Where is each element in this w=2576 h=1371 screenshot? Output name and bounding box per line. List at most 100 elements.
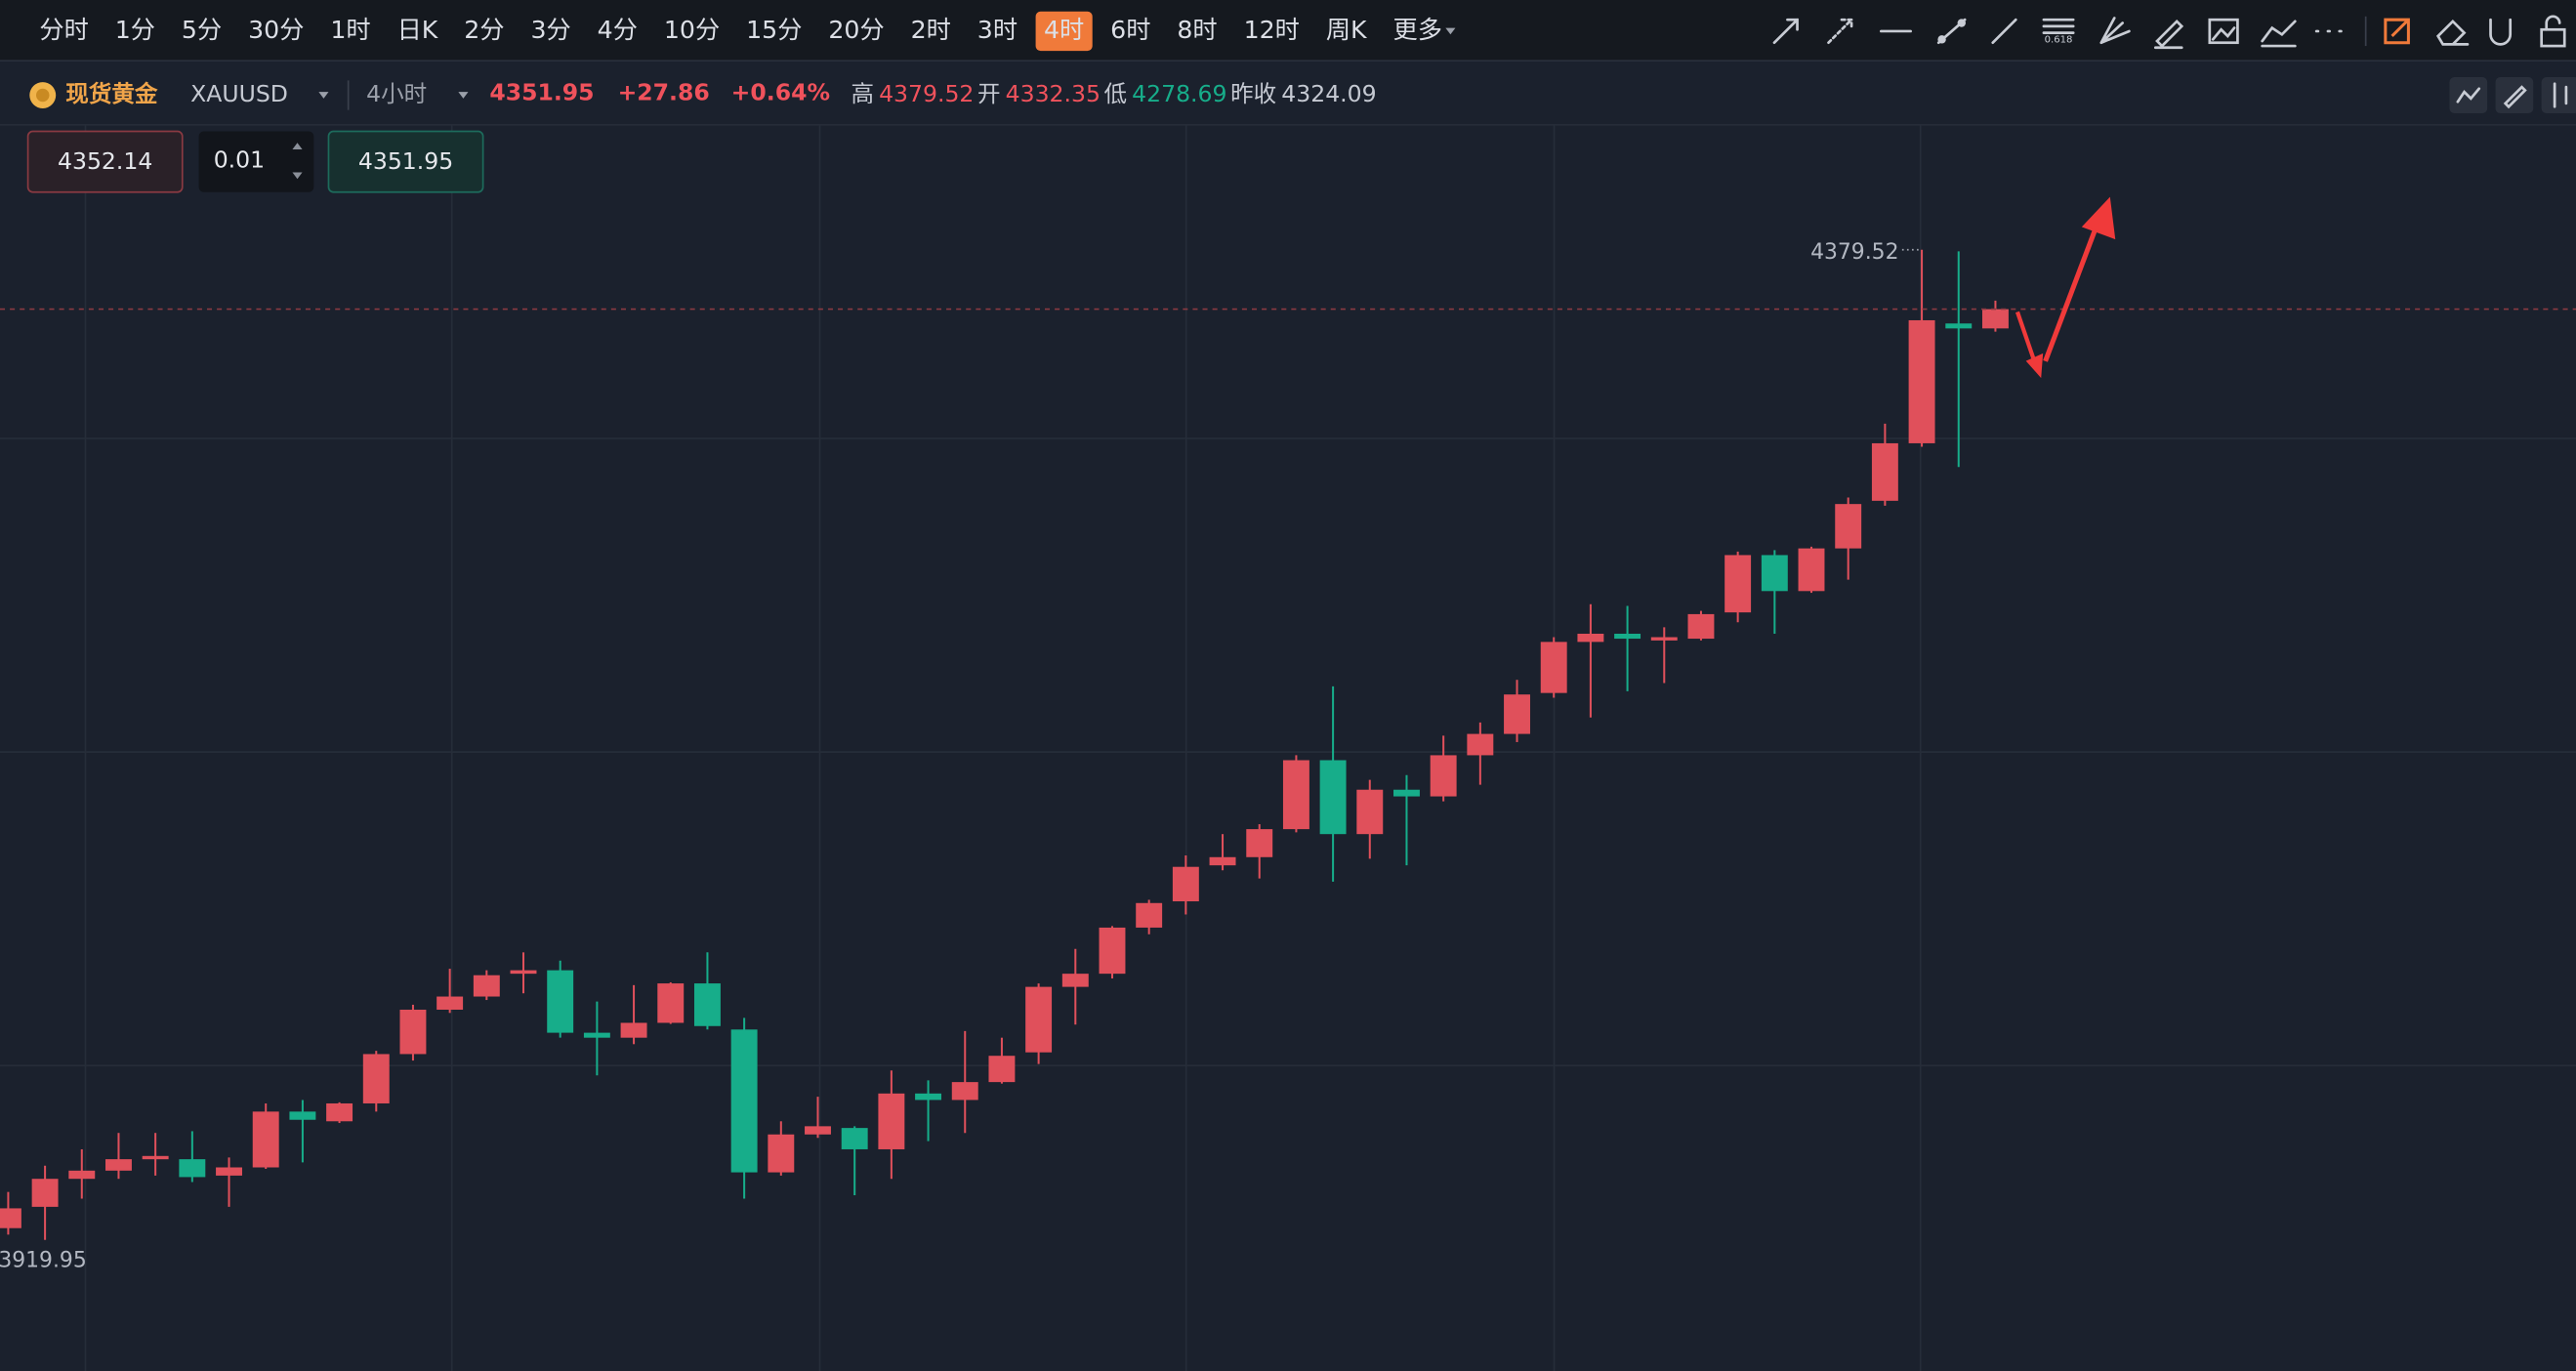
interval[interactable]: 1分 <box>115 16 155 44</box>
interval[interactable]: 周K <box>1326 16 1368 44</box>
candle-body <box>1871 442 1898 501</box>
candle-body <box>915 1093 942 1101</box>
interval[interactable]: 4分 <box>598 16 638 44</box>
tool-arrow[interactable] <box>1772 18 1799 45</box>
interval[interactable]: 12时 <box>1244 16 1300 44</box>
candle-body <box>1687 613 1715 640</box>
period[interactable]: 4小时 <box>366 80 427 107</box>
candle-body <box>326 1102 353 1122</box>
tool-segment-dot <box>1937 35 1946 44</box>
lots-box[interactable] <box>198 131 314 192</box>
interval[interactable]: 6时 <box>1110 16 1150 44</box>
chart-buttons <box>2449 77 2576 114</box>
candle-body <box>289 1111 316 1120</box>
symbol-caret[interactable] <box>318 92 329 99</box>
tool-fan[interactable] <box>2099 17 2131 45</box>
grid <box>0 124 2576 1371</box>
candle-body <box>1835 504 1862 549</box>
candle-body <box>1172 866 1199 902</box>
interval[interactable]: 2时 <box>911 16 951 44</box>
tool-trend[interactable] <box>1991 18 2017 45</box>
tool-magnet[interactable] <box>2489 18 2513 46</box>
interval-more-caret[interactable] <box>1445 27 1456 35</box>
high-marker-label: 4379.52 <box>1810 240 1898 265</box>
toolbar <box>0 0 2576 62</box>
candle-body <box>1061 974 1089 987</box>
interval-more[interactable]: 更多 <box>1393 16 1442 44</box>
tool-fib-label: 0.618 <box>2045 34 2073 45</box>
sell-price[interactable]: 4352.14 <box>58 147 152 175</box>
candle-body <box>1209 856 1236 866</box>
interval[interactable]: 20分 <box>828 16 884 44</box>
interval-bar: 分时 1分 5分 30分 1时 日K 2分 3分 4分 10分 15分 20分 2时 3时 4时 6时 8时 12… <box>39 11 1456 52</box>
tool-image[interactable] <box>2208 18 2239 45</box>
high-value: 4379.52 <box>879 80 974 107</box>
interval[interactable]: 30分 <box>248 16 304 44</box>
candle-body <box>31 1179 59 1207</box>
candle-body <box>0 1208 21 1228</box>
interval[interactable]: 5分 <box>182 16 222 44</box>
sell-box[interactable] <box>26 130 184 193</box>
tool-segment-dot <box>1957 19 1966 27</box>
candle-body <box>547 970 574 1033</box>
tool-eraser[interactable] <box>2435 19 2470 46</box>
interval[interactable]: 3分 <box>530 16 570 44</box>
lots-value[interactable]: 0.01 <box>214 145 265 173</box>
tool-pen[interactable] <box>2153 19 2184 50</box>
symbol-code[interactable]: XAUUSD <box>190 80 288 107</box>
candle-body <box>142 1155 169 1160</box>
symbol-name[interactable]: 现货黄金 <box>65 80 158 107</box>
candle-body <box>988 1056 1016 1083</box>
indicator-icon <box>2456 87 2481 104</box>
candle-body <box>362 1054 390 1103</box>
candle-body <box>1945 323 1973 329</box>
buy-box[interactable] <box>327 130 484 193</box>
interval-active-bg[interactable] <box>1035 11 1093 52</box>
interval[interactable]: 8时 <box>1177 16 1217 44</box>
candle-body <box>768 1134 795 1173</box>
interval[interactable]: 10分 <box>664 16 720 44</box>
annotation-arrows <box>2015 196 2116 379</box>
candle-body <box>841 1128 868 1149</box>
prev-close-label: 昨收 <box>1230 80 1276 107</box>
buy-price[interactable]: 4351.95 <box>358 147 453 175</box>
candle-body <box>730 1029 758 1173</box>
drawing-tools: 0.618 <box>1772 15 2566 50</box>
candle-body <box>1356 789 1384 835</box>
candle-body <box>1908 319 1935 443</box>
interval[interactable]: 3时 <box>977 16 1018 44</box>
candle-body <box>1246 829 1273 857</box>
candle-button[interactable] <box>2541 77 2576 114</box>
candle-body <box>583 1032 610 1038</box>
candle-body <box>1393 789 1420 797</box>
interval[interactable]: 日K <box>397 16 439 44</box>
interval-active[interactable]: 4时 <box>1044 16 1084 44</box>
tool-wave[interactable] <box>2261 20 2297 48</box>
candle-body <box>1099 927 1126 975</box>
candle-icon <box>2553 82 2568 108</box>
interval[interactable]: 1时 <box>330 16 370 44</box>
tool-edit[interactable] <box>2384 18 2410 45</box>
draw-icon <box>2503 85 2527 109</box>
tool-fib[interactable] <box>2042 18 2075 34</box>
candle-body <box>436 996 464 1010</box>
low-label: 低 <box>1104 80 1128 107</box>
tool-lock[interactable] <box>2540 27 2566 48</box>
candle-body <box>68 1170 96 1180</box>
interval[interactable]: 15分 <box>746 16 802 44</box>
candle-body <box>1467 733 1494 756</box>
last-price: 4351.95 <box>489 78 594 105</box>
interval[interactable]: 2分 <box>464 16 504 44</box>
price-change: +27.86 <box>618 78 710 105</box>
interval[interactable]: 分时 <box>39 16 88 44</box>
low-value: 4278.69 <box>1132 80 1226 107</box>
period-caret[interactable] <box>458 92 469 99</box>
arrow-down-shaft <box>2015 311 2038 365</box>
low-marker-label: 3919.95 <box>0 1249 87 1273</box>
candle-body <box>105 1159 132 1171</box>
candle-body <box>1981 309 2009 329</box>
candle-body <box>1540 642 1567 693</box>
open-value: 4332.35 <box>1006 80 1101 107</box>
tool-ray[interactable] <box>1827 18 1853 45</box>
